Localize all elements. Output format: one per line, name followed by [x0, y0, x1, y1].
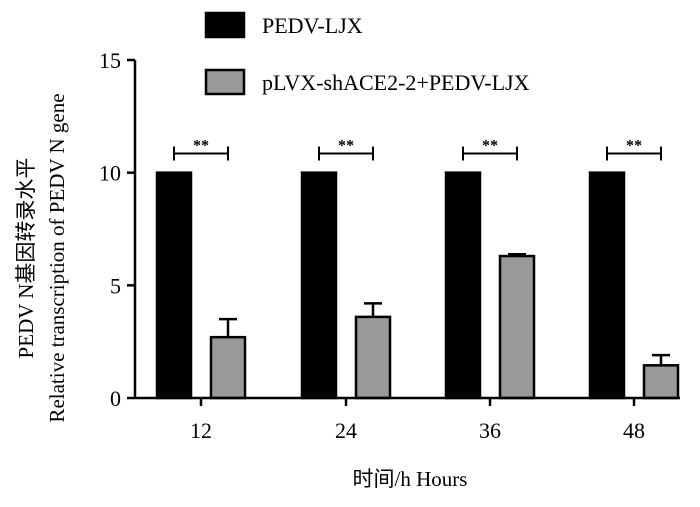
- y-axis-title-en: Relative transcription of PEDV N gene: [45, 93, 69, 422]
- legend-label-1: PEDV-LJX: [262, 13, 363, 38]
- bar-treatment-48: [642, 364, 680, 400]
- significance-label-24: **: [338, 138, 354, 155]
- y-tick-label-15: 15: [99, 48, 121, 73]
- significance-label-36: **: [482, 138, 498, 155]
- significance-label-12: **: [193, 138, 209, 155]
- bar-treatment-24: [354, 315, 392, 400]
- legend-label-2: pLVX-shACE2-2+PEDV-LJX: [262, 70, 530, 95]
- x-tick-label-24: 24: [335, 418, 357, 443]
- significance-bracket-36: [462, 146, 518, 161]
- significance-label-48: **: [626, 138, 642, 155]
- y-tick-label-10: 10: [99, 161, 121, 186]
- bar-control-24: [300, 171, 338, 400]
- significance-bracket-24: [318, 146, 374, 161]
- axes-layer: 0 5 10 15 12 24 36 48: [99, 48, 680, 443]
- x-tick-label-36: 36: [479, 418, 501, 443]
- legend-swatch-1: [204, 11, 246, 39]
- x-tick-label-12: 12: [190, 418, 212, 443]
- y-axis-title-cn: PEDV N基因转录水平: [14, 158, 38, 359]
- legend: PEDV-LJX pLVX-shACE2-2+PEDV-LJX: [204, 11, 530, 96]
- y-tick-label-0: 0: [110, 386, 121, 411]
- bar-treatment-36: [498, 254, 536, 400]
- y-tick-label-5: 5: [110, 273, 121, 298]
- significance-layer: ** ** ** **: [173, 138, 662, 161]
- significance-bracket-12: [173, 146, 229, 161]
- x-tick-label-48: 48: [623, 418, 645, 443]
- bars-layer: [155, 171, 680, 400]
- bar-control-36: [444, 171, 482, 400]
- significance-bracket-48: [606, 146, 662, 161]
- x-axis-title: 时间/h Hours: [353, 467, 468, 491]
- legend-swatch-2: [204, 68, 246, 96]
- bar-control-12: [155, 171, 193, 400]
- error-bars-layer: [219, 252, 670, 366]
- bar-treatment-12: [209, 335, 247, 400]
- bar-control-48: [588, 171, 626, 400]
